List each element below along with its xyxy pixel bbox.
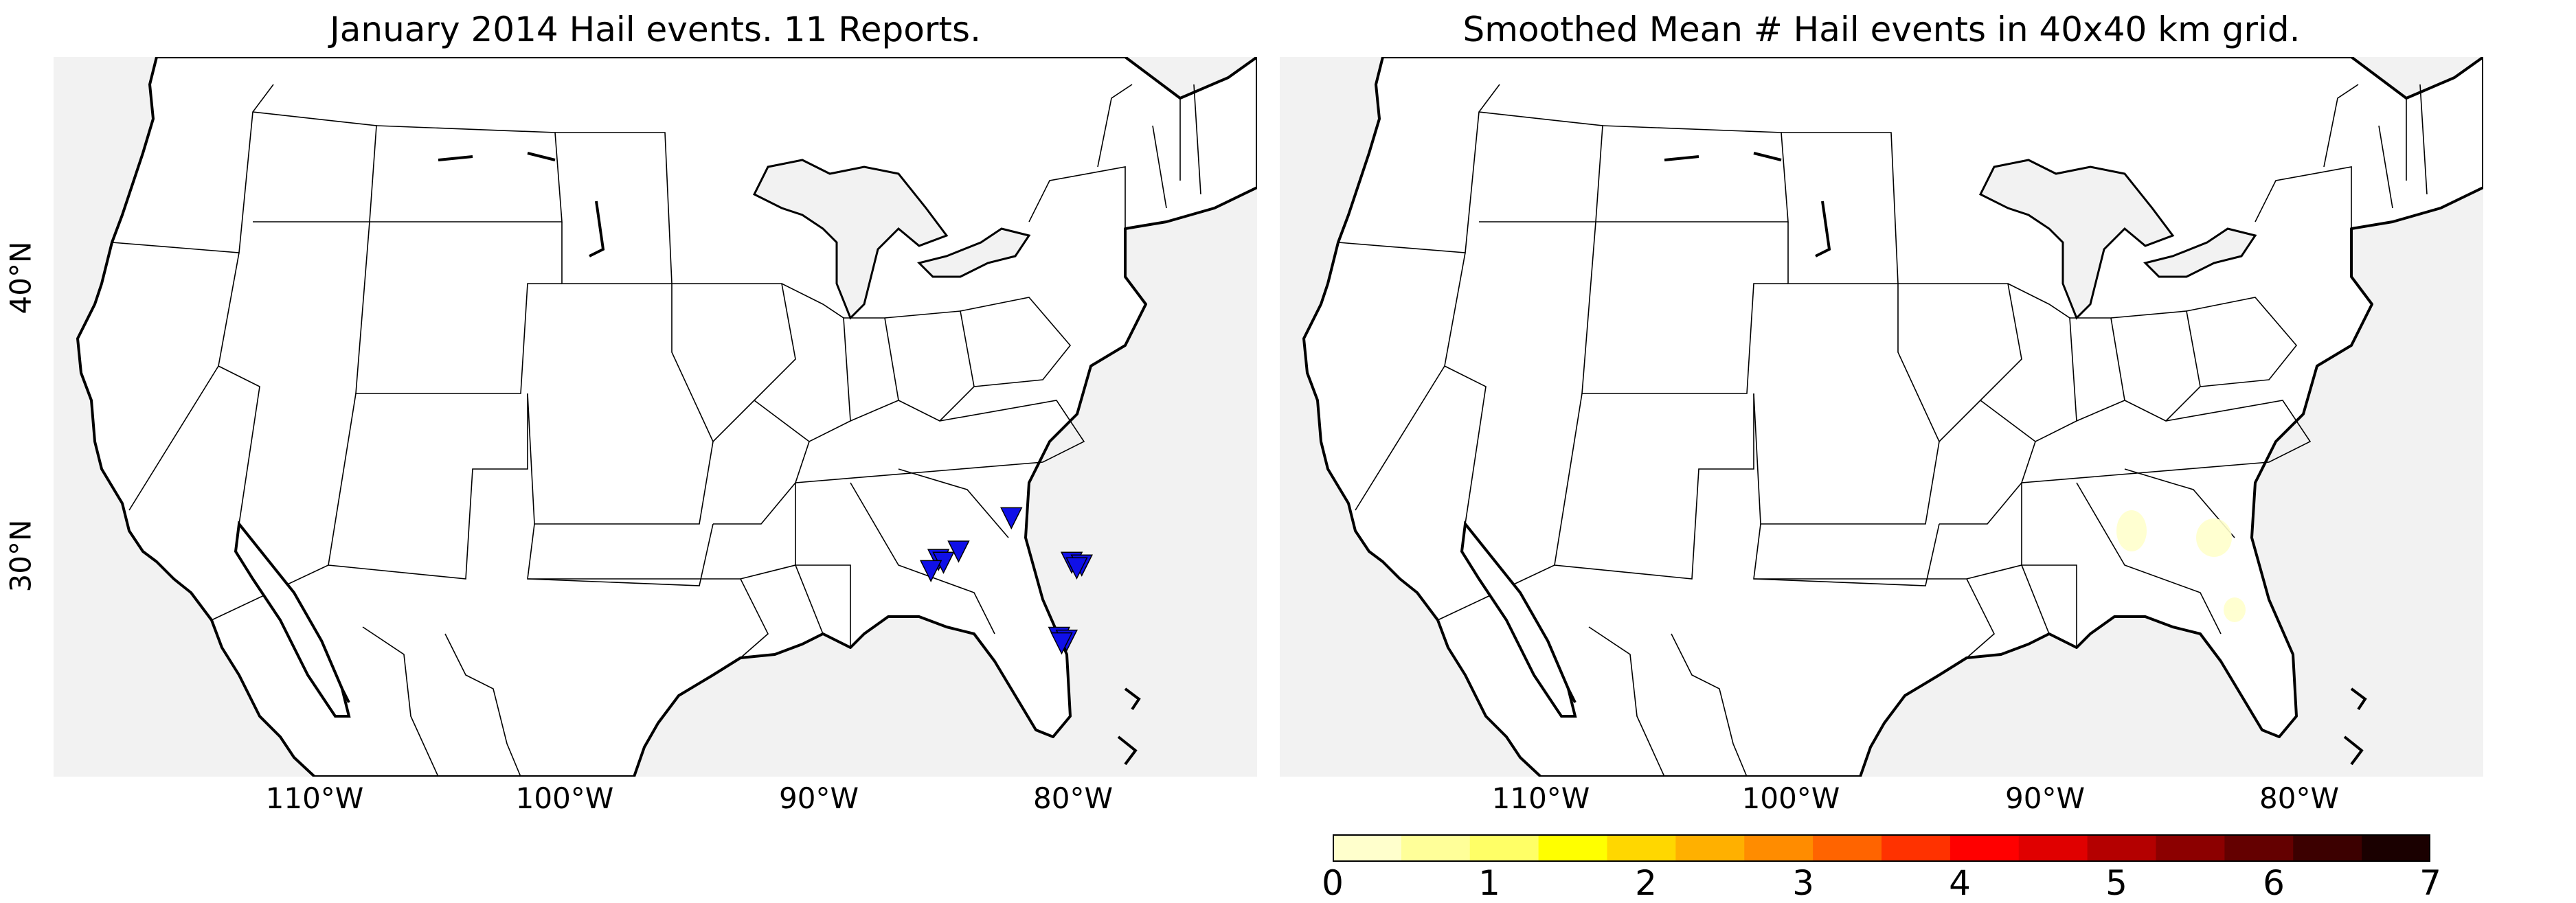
colorbar-tick-1: 1 (1478, 863, 1500, 903)
lon-label-80w-right: 80°W (2259, 781, 2339, 815)
colorbar-tick-3: 3 (1792, 863, 1814, 903)
smoothed-hail-map (1280, 57, 2483, 777)
lon-label-90w-left: 90°W (779, 781, 859, 815)
lon-label-100w-right: 100°W (1741, 781, 1840, 815)
map-svg-right (1280, 57, 2483, 777)
colorbar-segment (1469, 834, 1539, 862)
colorbar-segment (2087, 834, 2157, 862)
colorbar-segment (1950, 834, 2020, 862)
colorbar-tick-7: 7 (2419, 863, 2441, 903)
colorbar-segment (1882, 834, 1951, 862)
state-borders (111, 84, 1201, 777)
colorbar-segment (1538, 834, 1608, 862)
smoothed-hail-patch-georgia (2196, 518, 2232, 557)
lon-label-110w-right: 110°W (1491, 781, 1590, 815)
smoothed-hail-patch-alabama (2116, 510, 2147, 551)
lat-label-30n: 30°N (3, 519, 38, 593)
lon-label-100w-left: 100°W (515, 781, 614, 815)
lon-label-110w-left: 110°W (265, 781, 364, 815)
state-borders (1337, 84, 2428, 777)
colorbar-segment (2156, 834, 2225, 862)
right-map-title: Smoothed Mean # Hail events in 40x40 km … (1462, 10, 2301, 49)
colorbar-tick-5: 5 (2105, 863, 2127, 903)
great-lakes (752, 159, 1031, 320)
hail-reports-map (54, 57, 1257, 777)
great-lakes (1978, 159, 2257, 320)
colorbar-tick-2: 2 (1635, 863, 1657, 903)
smoothed-hail-patch-florida (2224, 597, 2246, 622)
coastal-islands (1546, 152, 2367, 766)
colorbar (1333, 834, 2430, 862)
hail-report-marker (1065, 557, 1088, 580)
colorbar-segment (2224, 834, 2294, 862)
colorbar-segment (2293, 834, 2362, 862)
colorbar-segment (2362, 834, 2430, 862)
map-svg-left (54, 57, 1257, 777)
colorbar-segment (1744, 834, 1814, 862)
colorbar-tick-0: 0 (1322, 863, 1344, 903)
colorbar-tick-4: 4 (1949, 863, 1971, 903)
lon-label-80w-left: 80°W (1033, 781, 1113, 815)
smoothed-hail-field (2116, 510, 2246, 622)
colorbar-segment (1607, 834, 1676, 862)
hail-report-marker (947, 540, 970, 563)
baja-california (1460, 521, 1577, 718)
colorbar-segment (1333, 834, 1402, 862)
lon-label-90w-right: 90°W (2005, 781, 2085, 815)
colorbar-segment (1813, 834, 1882, 862)
hail-report-markers (919, 507, 1093, 655)
us-land (1302, 57, 2483, 777)
colorbar-segment (1675, 834, 1745, 862)
hail-report-marker (1050, 632, 1073, 655)
colorbar-tick-6: 6 (2263, 863, 2285, 903)
hail-report-marker (1000, 507, 1023, 530)
hail-report-marker (919, 560, 942, 583)
baja-california (234, 521, 351, 718)
us-land (76, 57, 1257, 777)
colorbar-segment (1401, 834, 1471, 862)
colorbar-segment (2018, 834, 2088, 862)
lat-label-40n: 40°N (3, 241, 38, 315)
left-map-title: January 2014 Hail events. 11 Reports. (330, 10, 981, 49)
colorbar-frame (1333, 834, 2430, 862)
